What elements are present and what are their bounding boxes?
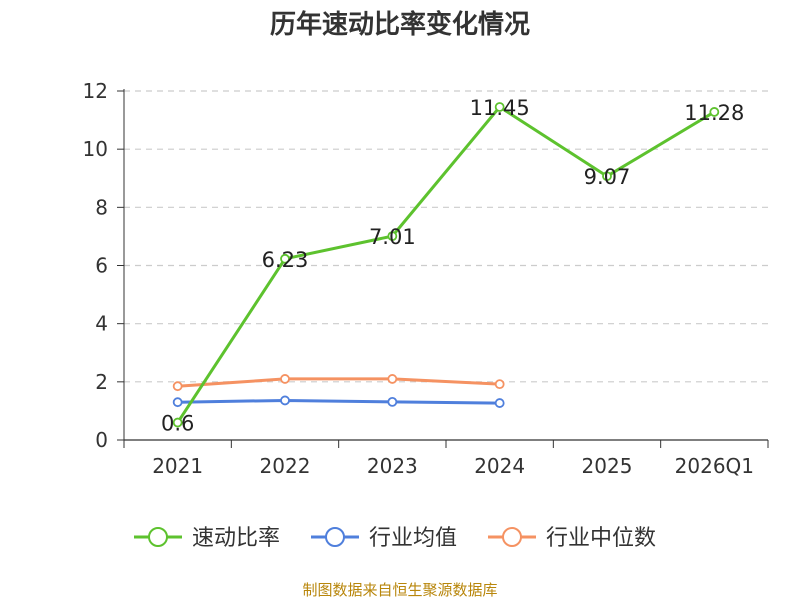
data-labels: 0.6 6.23 7.01 11.45 9.07 11.28 — [161, 96, 744, 436]
legend-label: 速动比率 — [192, 526, 280, 551]
legend[interactable]: 速动比率 行业均值 行业中位数 — [134, 526, 656, 551]
y-tick-label: 12 — [83, 79, 108, 103]
legend-swatch-marker — [325, 527, 345, 547]
x-tick-label: 2021 — [152, 454, 203, 478]
data-point — [172, 397, 183, 408]
data-point — [280, 253, 290, 264]
legend-swatch-marker — [148, 527, 168, 547]
data-point — [280, 374, 290, 384]
legend-item-1[interactable]: 行业均值 — [311, 526, 457, 551]
data-point — [494, 102, 505, 112]
series-line-1 — [177, 398, 500, 405]
x-tick-label: 2025 — [582, 454, 633, 478]
axes: 0 2 4 6 8 10 12 2021 2022 2023 2024 2025 2026Q1 — [83, 79, 769, 478]
x-tick-label: 2022 — [260, 454, 311, 478]
source-note: 制图数据来自恒生聚源数据库 — [302, 581, 497, 599]
grid — [124, 90, 768, 383]
chart-title: 历年速动比率变化情况 — [270, 9, 530, 40]
data-point — [494, 398, 505, 408]
series-line-0 — [176, 105, 716, 424]
data-point — [387, 397, 398, 407]
plot-area — [172, 102, 720, 428]
data-point — [387, 231, 398, 242]
data-label: 6.23 — [262, 248, 309, 272]
data-label: 11.45 — [470, 96, 530, 120]
data-point — [172, 417, 183, 428]
data-point — [387, 374, 398, 384]
legend-label: 行业均值 — [369, 526, 457, 551]
y-tick-label: 10 — [83, 137, 108, 161]
y-tick-label: 4 — [95, 312, 108, 336]
data-label: 11.28 — [684, 101, 744, 125]
data-point — [280, 395, 290, 406]
y-tick-label: 6 — [95, 254, 108, 278]
x-tick-label: 2023 — [367, 454, 418, 478]
legend-label: 行业中位数 — [546, 526, 656, 551]
x-tick-label: 2026Q1 — [675, 454, 754, 478]
data-label: 9.07 — [584, 165, 631, 189]
y-tick-label: 0 — [95, 428, 108, 452]
legend-item-0[interactable]: 速动比率 — [134, 526, 280, 551]
x-tick-label: 2024 — [474, 454, 525, 478]
data-point — [709, 107, 720, 117]
legend-swatch-marker — [502, 527, 522, 547]
series-line-2 — [177, 377, 500, 388]
y-tick-label: 2 — [95, 370, 108, 394]
y-tick-label: 8 — [95, 195, 108, 219]
data-point — [172, 381, 183, 392]
data-point — [602, 171, 612, 182]
data-point — [494, 379, 505, 390]
legend-item-2[interactable]: 行业中位数 — [488, 526, 656, 551]
data-label: 7.01 — [369, 225, 416, 249]
data-label: 0.6 — [161, 412, 194, 436]
